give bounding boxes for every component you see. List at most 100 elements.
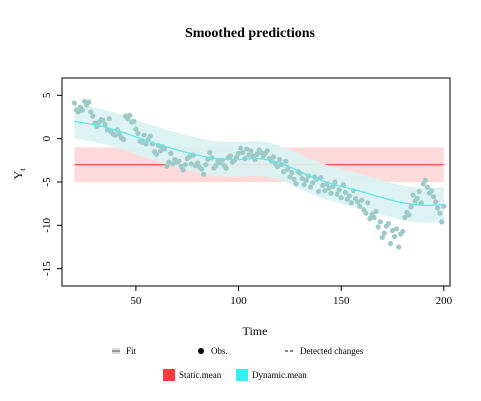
observation-point xyxy=(416,188,422,195)
observation-point xyxy=(235,150,242,156)
dynamic-band-layer xyxy=(74,104,444,223)
observation-point xyxy=(240,149,246,156)
observation-point xyxy=(396,244,402,250)
observation-point xyxy=(328,190,334,196)
y-axis-label-subscript: t xyxy=(18,168,27,171)
observation-point xyxy=(207,149,213,156)
observation-point xyxy=(400,228,406,234)
observation-point xyxy=(424,184,431,190)
observation-point xyxy=(289,169,295,176)
observation-point xyxy=(367,215,373,221)
observation-point xyxy=(180,167,186,173)
observation-point xyxy=(238,145,244,151)
observation-point xyxy=(182,162,188,168)
observation-point xyxy=(387,240,394,247)
observation-point xyxy=(199,166,205,172)
dynamic-mean-line xyxy=(74,120,444,207)
observation-point xyxy=(435,205,441,211)
observation-point xyxy=(75,109,82,115)
observation-point xyxy=(139,139,145,145)
observation-point xyxy=(157,148,164,154)
observation-point xyxy=(293,181,299,187)
observation-point xyxy=(223,165,229,171)
observation-point xyxy=(203,162,209,168)
observation-point xyxy=(342,189,348,195)
observation-point xyxy=(274,163,281,169)
observation-point xyxy=(303,177,309,183)
x-axis: 50 100 150 200 xyxy=(130,285,453,307)
observation-point xyxy=(359,197,365,203)
y-tick-label: -10 xyxy=(41,218,53,233)
observation-point xyxy=(410,192,416,198)
y-axis: 5 0 -5 -10 -15 xyxy=(41,92,63,276)
observation-point xyxy=(346,193,353,199)
x-tick-label: 200 xyxy=(436,295,453,307)
x-tick-label: 50 xyxy=(130,295,142,307)
observation-point xyxy=(379,234,385,241)
observation-point xyxy=(309,180,316,186)
y-tick-label: 5 xyxy=(41,92,53,98)
legend-obs-dot xyxy=(198,348,204,354)
observation-point xyxy=(320,182,326,189)
dynamic-mean-band xyxy=(74,104,444,223)
observation-point xyxy=(131,118,137,124)
observation-point xyxy=(428,188,435,194)
observation-point xyxy=(153,151,160,157)
observation-point xyxy=(86,99,92,105)
y-tick-label: -15 xyxy=(41,261,53,276)
observation-point xyxy=(264,148,270,154)
observation-point xyxy=(201,171,207,177)
observation-point xyxy=(433,199,439,205)
observation-point xyxy=(281,169,287,175)
observation-point xyxy=(355,199,361,205)
legend-item: Obs. xyxy=(198,346,228,356)
observation-point xyxy=(402,214,408,221)
observation-point xyxy=(377,219,383,225)
observation-point xyxy=(248,148,254,154)
observation-point xyxy=(168,150,174,156)
observation-point xyxy=(135,130,141,137)
observation-point xyxy=(270,154,277,160)
observation-point xyxy=(418,200,424,206)
observation-point xyxy=(90,113,96,119)
observation-point xyxy=(176,158,182,164)
observation-point xyxy=(141,132,147,138)
observation-point xyxy=(389,227,396,234)
observation-point xyxy=(106,116,112,122)
observation-point xyxy=(170,161,176,167)
observation-point xyxy=(147,133,153,139)
observation-point xyxy=(287,174,293,180)
observation-point xyxy=(336,187,342,193)
observation-point xyxy=(338,195,344,201)
observation-point xyxy=(166,159,172,165)
x-axis-label: Time xyxy=(243,324,268,338)
observation-point xyxy=(365,200,371,206)
observation-point xyxy=(162,146,168,152)
observation-point xyxy=(244,146,250,152)
legend-color-swatch xyxy=(236,369,248,381)
observation-point xyxy=(299,175,305,182)
y-axis-label-main: Y xyxy=(11,170,25,179)
observation-point xyxy=(79,107,86,113)
observation-point xyxy=(371,214,377,221)
legend-label: Static.mean xyxy=(179,370,222,380)
legend-color-swatch xyxy=(163,369,175,381)
legend-item: Dynamic.mean xyxy=(236,369,307,381)
observation-point xyxy=(188,161,194,167)
observation-point xyxy=(71,100,77,106)
observation-point xyxy=(246,152,252,158)
observation-point xyxy=(194,160,201,166)
observation-point xyxy=(252,156,258,163)
legend-item: Detected changes xyxy=(285,346,364,356)
observation-point xyxy=(164,163,170,169)
observation-point xyxy=(406,212,412,218)
y-tick-label: 0 xyxy=(41,135,53,141)
legend-label: Detected changes xyxy=(300,346,364,356)
observation-point xyxy=(394,226,400,232)
observation-point xyxy=(112,132,118,138)
legend-label: Fit xyxy=(126,346,137,356)
observation-point xyxy=(88,109,94,115)
observation-point xyxy=(316,188,322,195)
observation-point xyxy=(391,234,398,240)
legend-label: Dynamic.mean xyxy=(252,370,307,380)
